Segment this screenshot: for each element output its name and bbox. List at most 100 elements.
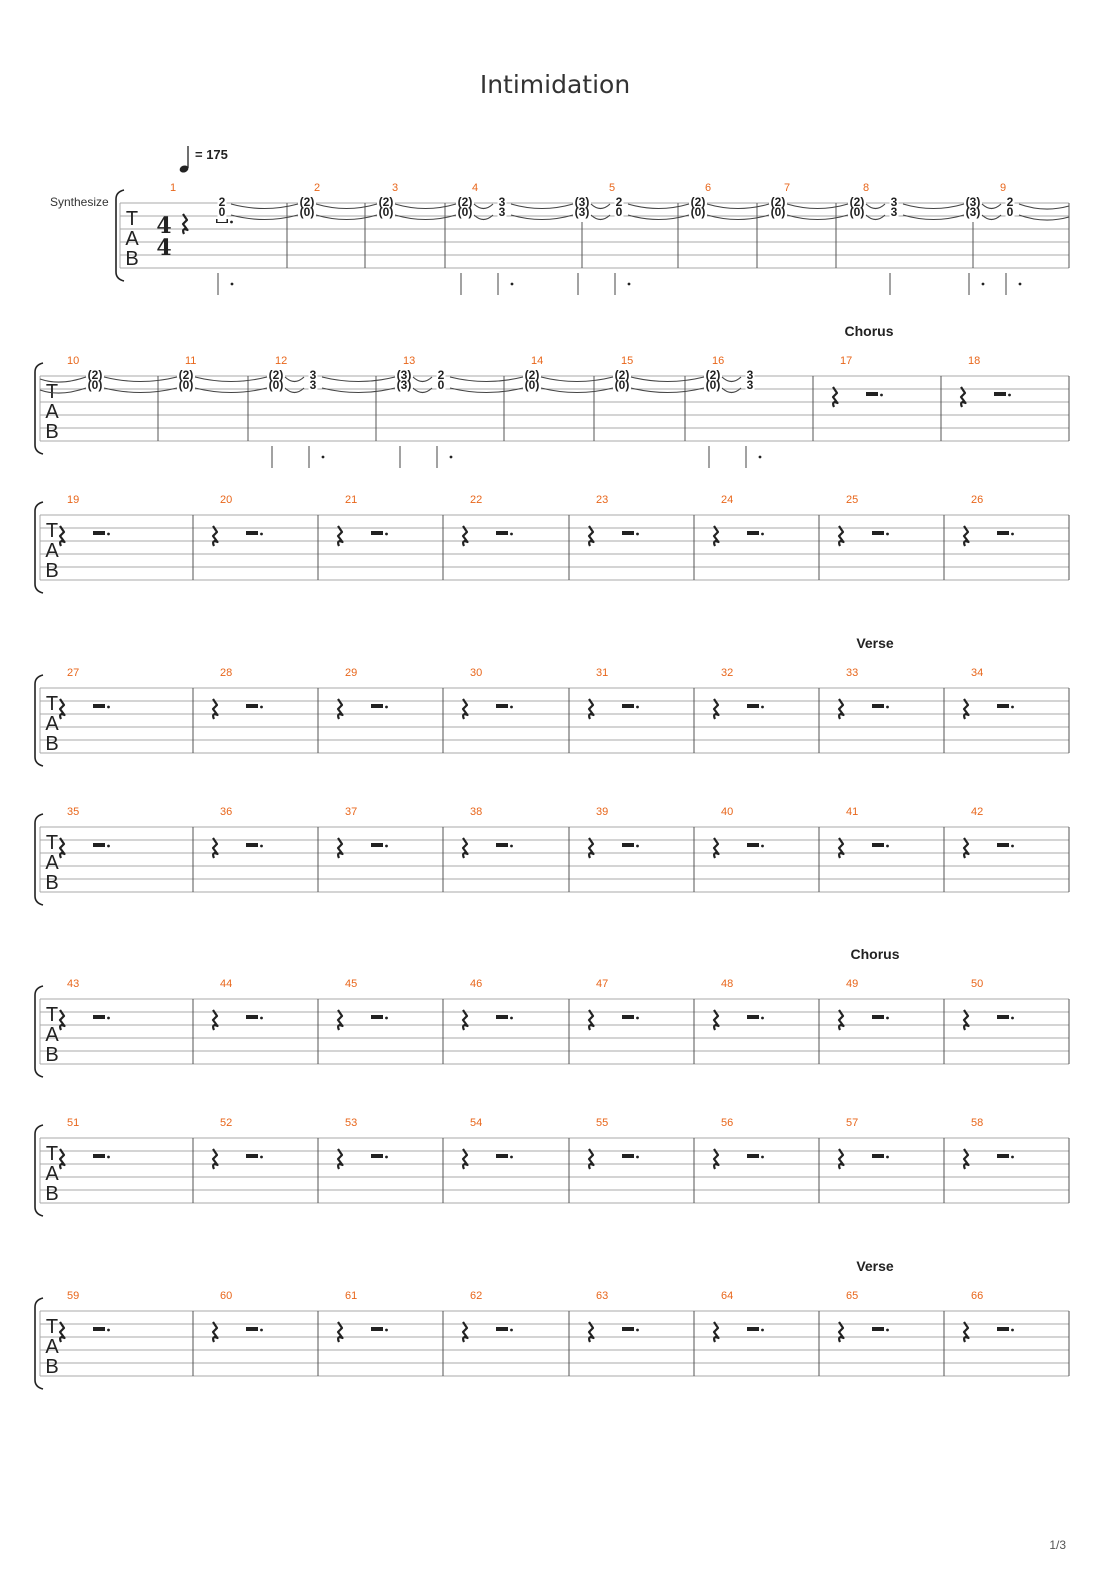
tie-curve <box>103 387 178 393</box>
fret-backdrop <box>177 369 195 395</box>
quarter-rest <box>211 525 219 547</box>
fret-number: 0 <box>219 205 226 219</box>
rest-dot <box>230 220 233 224</box>
dotted-half-rest <box>997 1154 1009 1158</box>
tie-curve <box>1018 203 1070 210</box>
quarter-rest <box>587 1321 595 1343</box>
fret-number: (3) <box>397 378 412 392</box>
tab-chord: 20 <box>217 195 227 222</box>
tie-curve <box>590 203 611 210</box>
tie-curve <box>412 387 433 394</box>
section-marker: Chorus <box>851 946 900 962</box>
rhythm-dot <box>230 282 234 286</box>
tie-curve <box>902 214 965 221</box>
measure-number: 33 <box>846 667 858 679</box>
fret-backdrop <box>964 196 982 222</box>
measure-number: 10 <box>67 355 79 367</box>
dotted-half-rest <box>496 531 508 535</box>
rhythm-dot <box>758 455 762 459</box>
rest-dot <box>510 1016 513 1020</box>
rest-dot <box>510 844 513 848</box>
quarter-rest <box>587 1009 595 1031</box>
tie-curve <box>630 376 705 382</box>
rest-dot <box>761 1155 764 1159</box>
tab-clef-letter: A <box>125 228 139 250</box>
tab-clef-letter: T <box>46 1316 58 1338</box>
tab-system: TAB 43 44 45 46 47 48 49 Chorus 50 <box>34 946 1070 1078</box>
fret-backdrop <box>267 369 285 395</box>
tab-system: TAB 19 20 21 22 23 24 25 26 <box>34 494 1070 594</box>
rest-dot <box>107 1016 110 1020</box>
measure-number: 36 <box>220 806 232 818</box>
tab-chord: 20 <box>436 368 446 395</box>
rest-dot <box>761 844 764 848</box>
tie-curve <box>510 214 574 221</box>
quarter-rest <box>336 1009 344 1031</box>
quarter-rest <box>587 698 595 720</box>
dotted-half-rest <box>371 704 383 708</box>
measure-number: 52 <box>220 1117 232 1129</box>
dotted-half-rest <box>872 1015 884 1019</box>
rest-dot <box>385 1328 388 1332</box>
quarter-rest <box>962 837 970 859</box>
fret-backdrop <box>497 196 507 222</box>
quarter-rest <box>58 698 66 720</box>
measure-number: 65 <box>846 1290 858 1302</box>
rest-dot <box>107 844 110 848</box>
measure-number: 12 <box>275 355 287 367</box>
fret-number: 0 <box>438 378 445 392</box>
tab-clef-letter: A <box>45 1336 59 1358</box>
tab-clef-letter: T <box>46 693 58 715</box>
score-title: Intimidation <box>479 70 631 99</box>
quarter-rest <box>712 525 720 547</box>
rest-dot <box>886 844 889 848</box>
quarter-rest <box>712 1009 720 1031</box>
measure-number: 49 <box>846 978 858 990</box>
measure-number: 20 <box>220 494 232 506</box>
time-sig-denominator: 4 <box>156 235 171 261</box>
rest-dot <box>761 532 764 536</box>
measure-number: 3 <box>392 182 398 194</box>
track-name: Synthesize <box>50 195 109 209</box>
dotted-half-rest <box>747 843 759 847</box>
fret-number: (3) <box>397 368 412 382</box>
fret-number: (0) <box>771 205 786 219</box>
fret-backdrop <box>456 196 474 222</box>
tie-curve <box>394 214 457 221</box>
measure-number: 16 <box>712 355 724 367</box>
measure-number: 58 <box>971 1117 983 1129</box>
fret-backdrop <box>86 369 104 395</box>
fret-number: (2) <box>269 368 284 382</box>
measure-number: 17 <box>840 355 852 367</box>
tab-clef-letter: B <box>45 1356 58 1378</box>
fret-backdrop <box>436 369 446 395</box>
rest-dot <box>107 705 110 709</box>
tab-clef-letter: A <box>45 540 59 562</box>
fret-number: (3) <box>575 195 590 209</box>
tie-curve <box>721 376 742 383</box>
dotted-half-rest <box>371 1154 383 1158</box>
fret-number: 3 <box>747 378 754 392</box>
dotted-half-rest <box>997 704 1009 708</box>
fret-backdrop <box>395 369 413 395</box>
rest-dot <box>636 705 639 709</box>
section-marker: Chorus <box>845 323 894 339</box>
quarter-rest <box>587 837 595 859</box>
rest-dot <box>107 1328 110 1332</box>
dotted-half-rest <box>997 843 1009 847</box>
fret-number: (2) <box>850 195 865 209</box>
fret-backdrop <box>377 196 395 222</box>
tie-curve <box>39 376 87 383</box>
measure-number: 29 <box>345 667 357 679</box>
tie-curve <box>194 387 268 393</box>
measure-number: 51 <box>67 1117 79 1129</box>
rest-dot <box>385 705 388 709</box>
measure-number: 38 <box>470 806 482 818</box>
measure-number: 9 <box>1000 182 1006 194</box>
tie-curve <box>230 214 299 220</box>
tie-curve <box>315 203 378 210</box>
rest-dot <box>385 532 388 536</box>
tab-clef-letter: A <box>45 713 59 735</box>
dotted-half-rest <box>496 1015 508 1019</box>
